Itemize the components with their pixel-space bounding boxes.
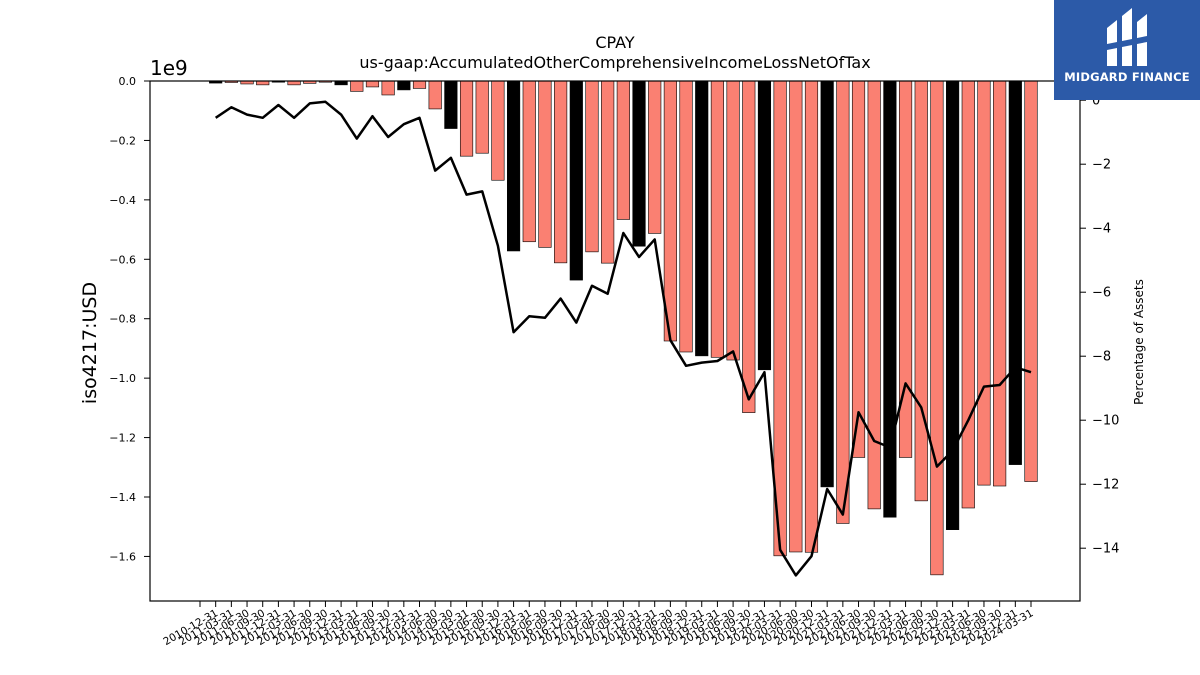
bar xyxy=(930,80,944,576)
bar xyxy=(616,80,630,220)
y-right-tick-label: −10 xyxy=(1092,414,1119,429)
bar xyxy=(851,80,866,458)
bar xyxy=(475,80,489,154)
y-tick-label: −0.4 xyxy=(109,194,136,207)
brand-name: MIDGARD FINANCE xyxy=(1064,70,1190,84)
y-right-tick-label: −8 xyxy=(1092,350,1111,365)
y-right-tick-label: 0 xyxy=(1092,94,1100,109)
bar xyxy=(961,80,975,509)
bar xyxy=(412,80,427,89)
bar xyxy=(428,80,442,110)
y-right-tick-label: −6 xyxy=(1092,286,1111,301)
y-right-tick-label: −4 xyxy=(1092,222,1111,237)
bar xyxy=(522,80,536,243)
bar xyxy=(946,80,960,530)
y-tick-label: −0.2 xyxy=(109,134,136,147)
bar xyxy=(993,80,1007,487)
bar xyxy=(914,80,928,502)
series-line xyxy=(214,100,1032,577)
y-tick-label: −1.4 xyxy=(109,491,136,504)
y-right-tick-label: −2 xyxy=(1092,158,1111,173)
logo-mark-icon xyxy=(1107,8,1147,66)
y-right-tick-label: −14 xyxy=(1092,542,1119,557)
bar xyxy=(883,80,897,518)
y-tick-label: −0.6 xyxy=(109,253,136,266)
y-axis-label: iso4217:USD xyxy=(79,282,101,404)
bar xyxy=(459,80,474,157)
line-layer xyxy=(214,100,1032,577)
bar xyxy=(350,80,364,92)
bar xyxy=(381,80,395,96)
bar xyxy=(397,80,411,91)
y-axis-right-label: Percentage of Assets xyxy=(1132,279,1146,405)
bar xyxy=(742,80,756,413)
bar xyxy=(569,80,583,281)
y-tick-label: −0.8 xyxy=(109,313,136,326)
y-tick-label: −1.0 xyxy=(109,372,136,385)
y-tick-label: −1.6 xyxy=(109,550,136,563)
bar xyxy=(726,80,740,361)
bar xyxy=(365,80,380,88)
bar xyxy=(757,80,772,371)
bar xyxy=(585,80,599,253)
bar xyxy=(820,80,834,488)
bar xyxy=(648,80,662,234)
y-tick-label: −1.2 xyxy=(109,432,136,445)
left-axis: 0.0 −0.2 −0.4 −0.6 −0.8 −1.0 −1.2 −1.4 −1.6 xyxy=(109,75,150,563)
bar xyxy=(977,80,991,486)
bar xyxy=(538,80,552,248)
right-axis: 0 −2 −4 −6 −8 −10 −12 −14 xyxy=(1080,94,1119,557)
bar xyxy=(1024,80,1038,482)
bar xyxy=(444,80,458,129)
y-right-tick-label: −12 xyxy=(1092,478,1119,493)
x-axis: 2010-12-312011-03-312011-06-302011-09-30… xyxy=(161,601,1036,648)
chart-title: CPAY xyxy=(595,33,635,52)
bar xyxy=(554,80,568,264)
bar xyxy=(773,80,787,557)
bar xyxy=(789,80,803,553)
bar xyxy=(804,80,819,553)
bar xyxy=(710,80,724,358)
bar xyxy=(836,80,850,524)
bar xyxy=(663,80,677,342)
chart-subtitle: us-gaap:AccumulatedOtherComprehensiveInc… xyxy=(359,53,870,72)
bar xyxy=(1008,80,1022,465)
bar xyxy=(632,80,646,247)
y-tick-label: 0.0 xyxy=(119,75,137,88)
y-scale-label: 1e9 xyxy=(150,56,188,80)
bar xyxy=(601,80,615,264)
plot-frame xyxy=(149,80,1081,602)
bar xyxy=(679,80,693,353)
bar xyxy=(867,80,881,510)
bar xyxy=(695,80,709,357)
bar xyxy=(491,80,505,181)
bars xyxy=(209,80,1038,576)
bar xyxy=(507,80,521,252)
brand-logo: MIDGARD FINANCE xyxy=(1054,0,1200,100)
